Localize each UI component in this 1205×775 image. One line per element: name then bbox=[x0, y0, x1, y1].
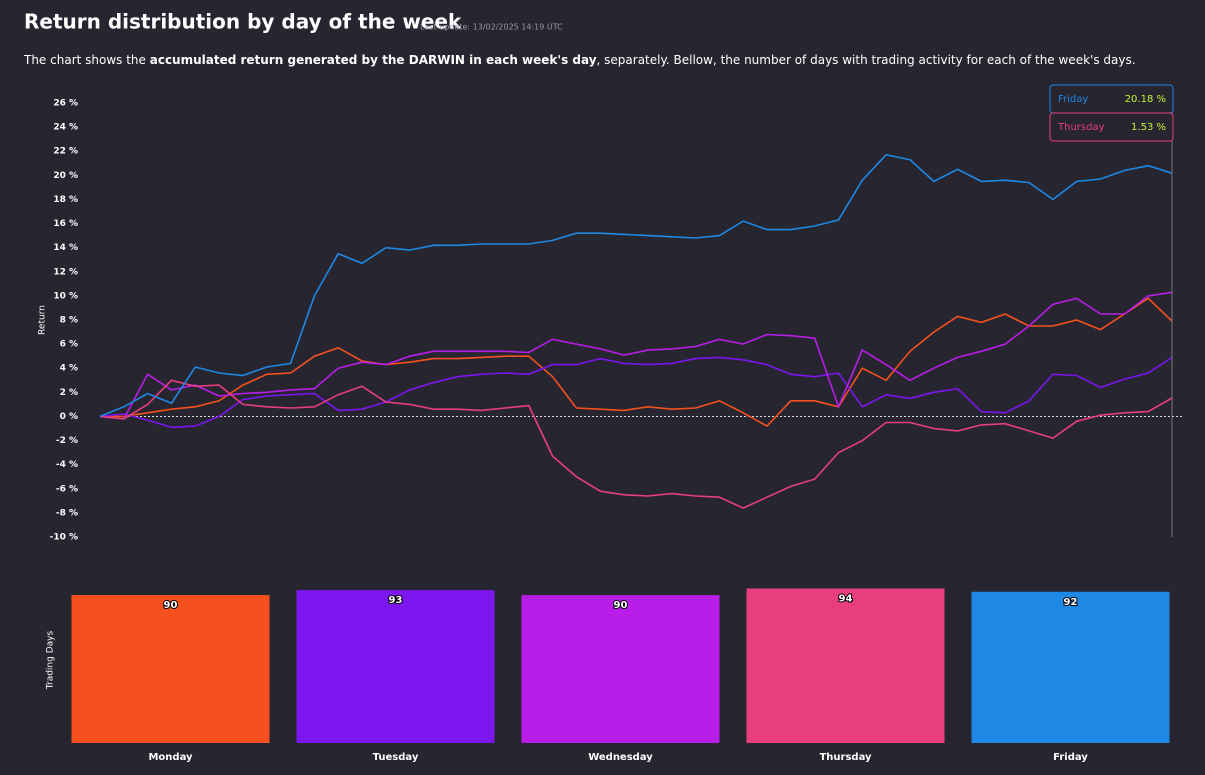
bar bbox=[971, 591, 1170, 743]
y-tick-label: 12 % bbox=[53, 267, 78, 277]
tooltip-box bbox=[1049, 112, 1174, 142]
title: Return distribution by day of the week bbox=[24, 10, 462, 34]
tooltip-name: Thursday bbox=[1057, 122, 1105, 133]
last-update: Last update: 13/02/2025 14:19 UTC bbox=[420, 23, 563, 32]
x-tick-label: Monday bbox=[148, 752, 193, 763]
y-axis-label: Trading Days bbox=[46, 631, 56, 691]
bar-value-label: 90 bbox=[164, 600, 178, 611]
bar-value-label: 94 bbox=[839, 593, 853, 604]
y-tick-label: 22 % bbox=[53, 147, 78, 157]
bar bbox=[521, 595, 720, 743]
y-tick-label: 16 % bbox=[53, 219, 78, 229]
line-series bbox=[100, 297, 1173, 428]
y-tick-label: 18 % bbox=[53, 195, 78, 205]
y-tick-label: 24 % bbox=[53, 123, 78, 133]
y-tick-label: 14 % bbox=[53, 243, 78, 253]
tooltip-name: Friday bbox=[1058, 94, 1088, 105]
line-series bbox=[99, 153, 1173, 418]
tooltip-value: 20.18 % bbox=[1125, 94, 1166, 105]
y-tick-label: 26 % bbox=[53, 99, 78, 109]
bar-value-label: 92 bbox=[1064, 597, 1078, 608]
x-tick-label: Wednesday bbox=[588, 752, 653, 763]
y-tick-label: 0 % bbox=[60, 412, 78, 422]
bar bbox=[71, 595, 270, 743]
description-part: accumulated return generated by the DARW… bbox=[150, 53, 597, 67]
description: The chart shows the accumulated return g… bbox=[23, 53, 1136, 67]
y-tick-label: 8 % bbox=[60, 316, 78, 326]
x-tick-label: Tuesday bbox=[373, 752, 419, 763]
bar-value-label: 93 bbox=[389, 595, 403, 606]
x-tick-label: Thursday bbox=[819, 752, 872, 763]
y-tick-label: 10 % bbox=[53, 291, 78, 301]
y-tick-label: 4 % bbox=[60, 364, 78, 374]
y-tick-label: 2 % bbox=[60, 388, 78, 398]
line-series bbox=[99, 356, 1173, 429]
y-tick-label: -6 % bbox=[56, 484, 78, 494]
bar bbox=[296, 590, 495, 743]
description-part: , separately. Bellow, the number of days… bbox=[597, 53, 1136, 67]
bar bbox=[746, 588, 945, 743]
y-tick-label: 20 % bbox=[53, 171, 78, 181]
line-series bbox=[99, 291, 1173, 420]
line-series bbox=[99, 379, 1173, 509]
y-tick-label: 6 % bbox=[60, 340, 78, 350]
y-tick-label: -8 % bbox=[56, 508, 78, 518]
x-tick-label: Friday bbox=[1053, 752, 1088, 763]
tooltip-value: 1.53 % bbox=[1131, 122, 1166, 133]
y-tick-label: -4 % bbox=[56, 460, 78, 470]
description-part: The chart shows the bbox=[23, 53, 150, 67]
y-axis-label: Return bbox=[38, 305, 48, 335]
bar-value-label: 90 bbox=[614, 600, 628, 611]
y-tick-label: -10 % bbox=[50, 533, 78, 543]
y-tick-label: -2 % bbox=[56, 436, 78, 446]
